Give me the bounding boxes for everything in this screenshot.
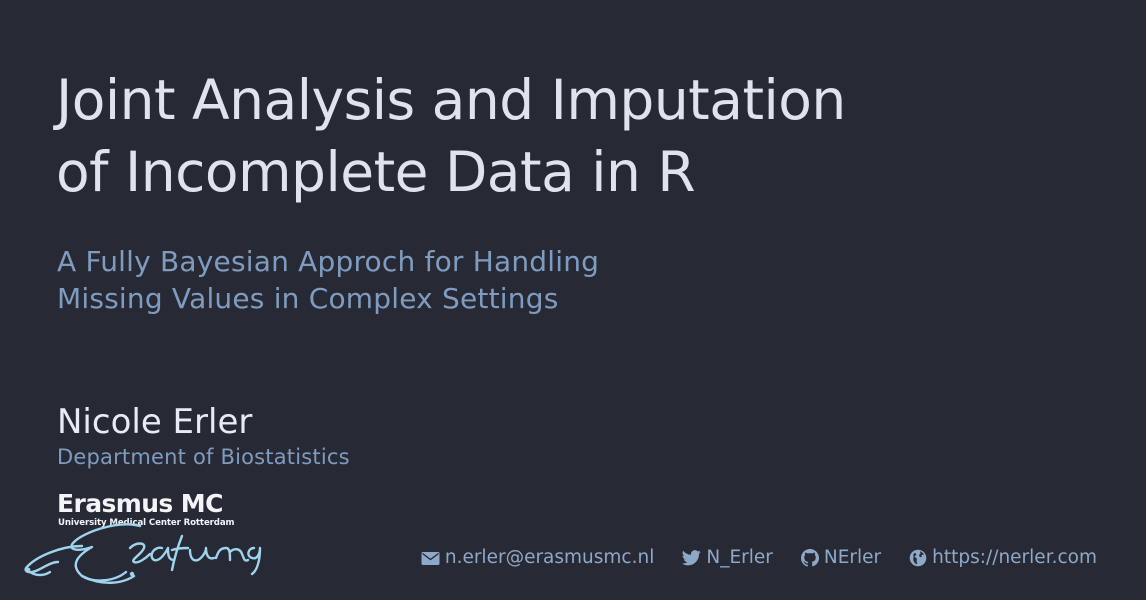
footer-twitter[interactable]: N_Erler (682, 546, 773, 570)
footer-github[interactable]: NErler (800, 546, 882, 570)
github-handle[interactable]: NErler (823, 547, 882, 568)
email-link[interactable]: n.erler@erasmusmc.nl (444, 547, 655, 568)
erasmus-signature-icon (24, 523, 262, 584)
footer-email[interactable]: n.erler@erasmusmc.nl (421, 546, 655, 570)
slide-subtitle-line-2: Missing Values in Complex Settings (57, 282, 559, 315)
slide-title-line-2: of Incomplete Data in R (56, 140, 696, 204)
author-department: Department of Biostatistics (57, 445, 350, 469)
logo-name: Erasmus MC (57, 489, 223, 518)
slide-title-line-1: Joint Analysis and Imputation (56, 68, 846, 132)
slide-subtitle: A Fully Bayesian Approch for Handling Mi… (57, 243, 599, 317)
contact-footer: n.erler@erasmusmc.nl N_Erler NErler http… (421, 546, 1097, 570)
slide-subtitle-line-1: A Fully Bayesian Approch for Handling (57, 245, 600, 278)
twitter-handle[interactable]: N_Erler (706, 547, 773, 568)
github-icon (800, 549, 819, 567)
envelope-icon (421, 551, 440, 565)
erasmus-mc-logo: Erasmus MC University Medical Center Rot… (22, 490, 267, 590)
globe-icon (909, 549, 927, 567)
logo-subtitle: University Medical Center Rotterdam (58, 518, 235, 528)
author-name: Nicole Erler (57, 402, 253, 442)
slide-title: Joint Analysis and Imputation of Incompl… (56, 64, 1056, 208)
twitter-icon (682, 550, 702, 566)
website-link[interactable]: https://nerler.com (932, 547, 1097, 568)
footer-website[interactable]: https://nerler.com (909, 546, 1097, 570)
